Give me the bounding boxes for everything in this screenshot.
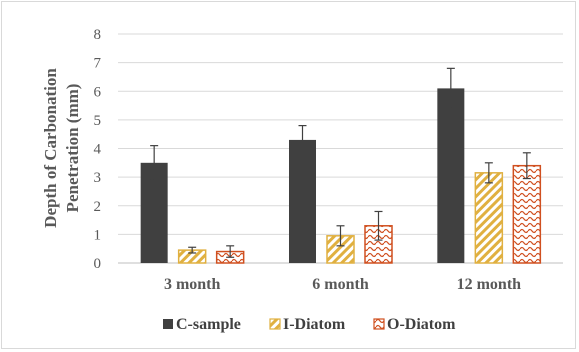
legend-swatch: [373, 318, 385, 330]
legend-label: O-Diatom: [387, 316, 456, 333]
category-label: 3 month: [164, 276, 221, 293]
y-axis-title: Depth of Carbonation Penetration (mm): [41, 68, 82, 228]
y-tick-label: 7: [94, 56, 102, 72]
legend-label: I-Diatom: [283, 316, 346, 333]
y-tick-label: 3: [94, 170, 102, 186]
error-bars: [150, 67, 531, 258]
y-tick-label: 1: [94, 227, 102, 243]
y-tick-label: 6: [94, 84, 102, 100]
legend-swatch: [163, 319, 173, 329]
y-tick-label: 4: [94, 142, 102, 158]
y-axis-title-line-2: Penetration (mm): [63, 84, 82, 213]
bar-i-diatom-2: [474, 172, 504, 264]
category-label: 6 month: [312, 276, 369, 293]
category-label: 12 month: [457, 276, 522, 293]
y-tick-label: 8: [94, 27, 102, 43]
bar-c-sample-1: [289, 139, 316, 263]
y-tick-label: 2: [94, 199, 102, 215]
category-labels: 3 month 6 month 12 month: [164, 276, 521, 293]
legend: C-sample I-Diatom O-Diatom: [163, 316, 456, 333]
y-tick-label: 0: [94, 256, 102, 272]
bars: [140, 88, 542, 264]
bar-c-sample-2: [437, 88, 465, 263]
y-tick-labels: 0 1 2 3 4 5 6 7 8: [94, 27, 102, 272]
bar-o-diatom-2: [512, 164, 542, 264]
legend-label: C-sample: [176, 316, 241, 333]
y-tick-label: 5: [94, 113, 102, 129]
legend-swatch: [269, 318, 281, 330]
y-axis-title-line-1: Depth of Carbonation: [41, 68, 60, 228]
